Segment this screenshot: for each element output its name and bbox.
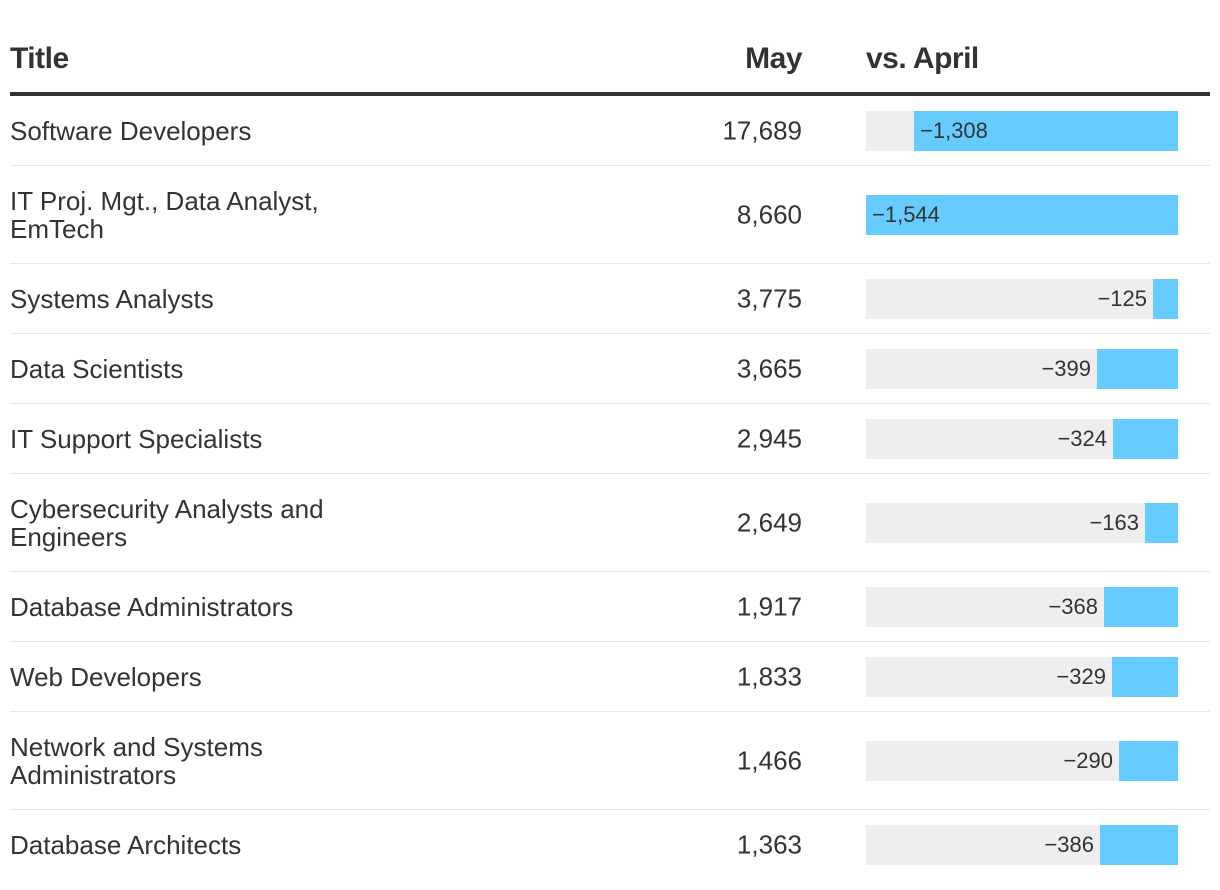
- header-title: Title: [10, 42, 69, 75]
- row-may-value: 1,363: [736, 829, 802, 860]
- table-row: Software Developers 17,689 −1,308: [10, 96, 1210, 166]
- table-row: Cybersecurity Analysts and Engineers 2,64…: [10, 474, 1210, 572]
- change-bar-track: −125: [866, 278, 1178, 319]
- change-bar-track: −368: [866, 586, 1178, 627]
- table-row: Systems Analysts 3,775 −125: [10, 264, 1210, 334]
- row-title: Web Developers: [10, 661, 202, 692]
- header-vs-april: vs. April: [866, 42, 979, 75]
- change-label: −125: [1097, 285, 1147, 311]
- change-bar-track: −399: [866, 348, 1178, 389]
- table-header: Title May vs. April: [10, 0, 1210, 96]
- change-bar: [1145, 502, 1178, 543]
- change-bar: [1119, 740, 1178, 781]
- table-row: Database Administrators 1,917 −368: [10, 572, 1210, 642]
- change-bar-track: −324: [866, 418, 1178, 459]
- row-may-value: 2,649: [736, 507, 802, 537]
- table-row: Data Scientists 3,665 −399: [10, 334, 1210, 404]
- table-row: Network and Systems Administrators 1,466 −…: [10, 712, 1210, 810]
- row-title: Database Administrators: [10, 591, 294, 622]
- change-bar-track: −329: [866, 656, 1178, 697]
- row-may-value: 1,833: [736, 661, 802, 691]
- table-row: IT Proj. Mgt., Data Analyst, EmTech 8,660…: [10, 166, 1210, 264]
- change-bar: [1113, 418, 1178, 459]
- row-title: Systems Analysts: [10, 283, 214, 314]
- change-bar-track: −163: [866, 502, 1178, 543]
- row-title: Database Architects: [10, 830, 242, 860]
- change-label: −386: [1044, 832, 1094, 857]
- row-may-value: 1,466: [736, 745, 802, 775]
- change-label: −290: [1063, 747, 1113, 773]
- change-bar: [1153, 278, 1178, 319]
- change-label: −1,308: [920, 117, 988, 143]
- row-may-value: 3,665: [736, 353, 802, 383]
- change-label: −399: [1041, 355, 1091, 381]
- change-bar: [1112, 656, 1178, 697]
- table-body: Software Developers 17,689 −1,308 IT Proj. …: [10, 96, 1210, 880]
- table-row: IT Support Specialists 2,945 −324: [10, 404, 1210, 474]
- change-bar-track: −290: [866, 740, 1178, 781]
- change-label: −329: [1056, 663, 1106, 689]
- change-label: −324: [1057, 425, 1107, 451]
- row-may-value: 1,917: [736, 591, 802, 621]
- row-title: Data Scientists: [10, 353, 184, 384]
- row-title: IT Support Specialists: [10, 423, 263, 454]
- row-may-value: 2,945: [736, 423, 802, 453]
- change-label: −163: [1089, 509, 1139, 535]
- row-may-value: 17,689: [722, 115, 802, 145]
- header-may: May: [745, 42, 802, 75]
- row-title: Software Developers: [10, 115, 252, 146]
- change-bar: [1104, 586, 1178, 627]
- table-row: Database Architects 1,363 −386: [10, 810, 1210, 880]
- row-title: IT Proj. Mgt., Data Analyst, EmTech: [10, 185, 319, 244]
- change-bar-track: −1,544: [866, 194, 1178, 235]
- row-may-value: 3,775: [736, 283, 802, 313]
- data-table: Title May vs. April Software Developers 1…: [10, 0, 1210, 880]
- row-title: Cybersecurity Analysts and Engineers: [10, 493, 324, 552]
- change-bar: [1100, 825, 1178, 865]
- change-bar-track: −386: [866, 825, 1178, 865]
- change-label: −368: [1048, 593, 1098, 619]
- change-bar: [1097, 348, 1178, 389]
- row-title: Network and Systems Administrators: [10, 731, 263, 790]
- change-bar: [914, 110, 1178, 151]
- change-bar: [866, 194, 1178, 235]
- change-bar-track: −1,308: [866, 110, 1178, 151]
- row-may-value: 8,660: [736, 199, 802, 229]
- change-label: −1,544: [872, 201, 940, 227]
- table-row: Web Developers 1,833 −329: [10, 642, 1210, 712]
